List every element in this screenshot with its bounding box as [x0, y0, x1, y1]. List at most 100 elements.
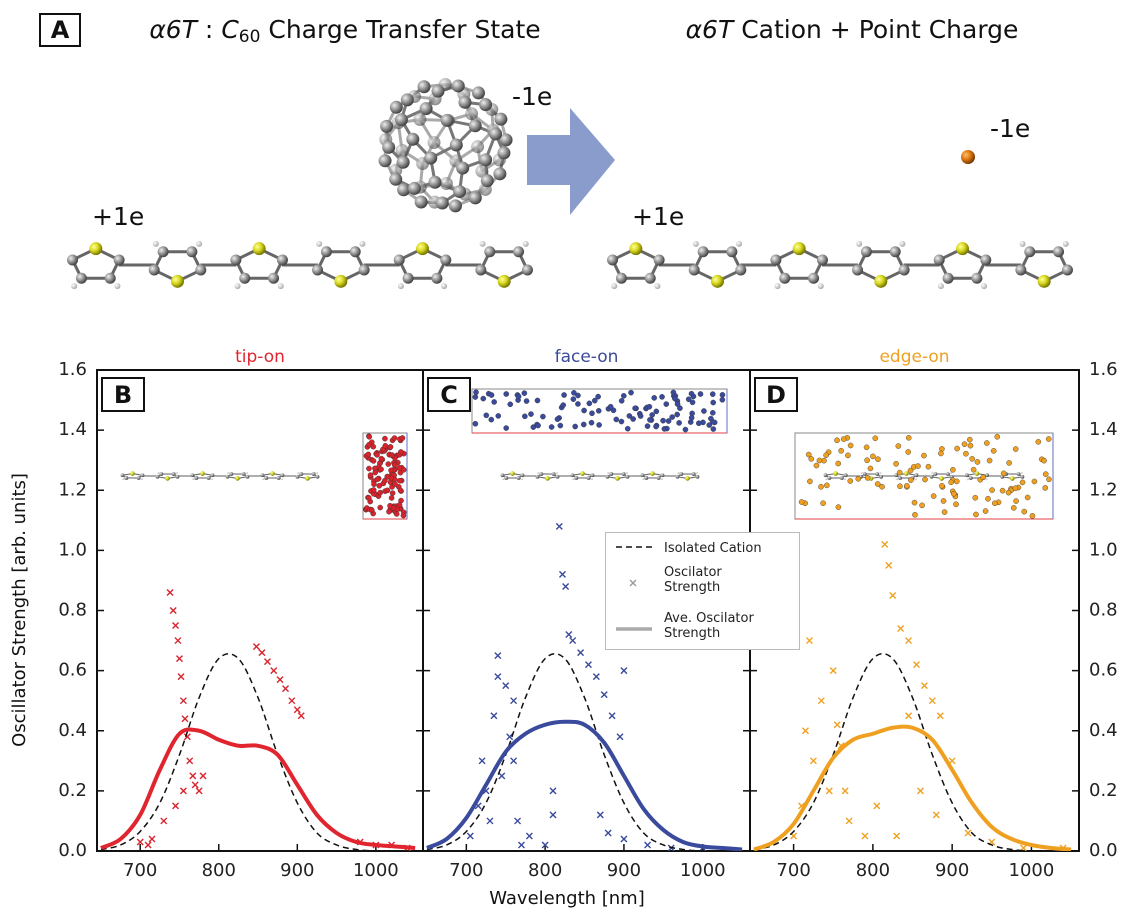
- carbon-atom: [395, 143, 409, 157]
- carbon-atom: [453, 185, 467, 199]
- point-charge: [661, 426, 668, 432]
- point-charge: [560, 402, 567, 408]
- point-charge: [676, 420, 682, 426]
- point-charge: [879, 483, 885, 490]
- y-tick-label: 1.4: [58, 419, 87, 440]
- point-charge: [591, 397, 598, 404]
- carbon-atom: [435, 196, 449, 210]
- scatter-point: [893, 832, 901, 840]
- carbon-atom: [480, 174, 494, 188]
- point-charge: [689, 399, 696, 406]
- transition-arrow: [527, 108, 615, 215]
- hydrogen: [625, 471, 628, 474]
- scatter-point: [920, 682, 928, 690]
- hydrogen: [937, 283, 944, 290]
- hydrogen: [695, 471, 698, 474]
- point-charge: [951, 490, 957, 497]
- hydrogen: [227, 471, 230, 474]
- point-charge: [1042, 471, 1049, 477]
- carbon-atom: [186, 246, 198, 258]
- scatter-point: [297, 712, 305, 720]
- point-charge: [1006, 460, 1012, 466]
- point-charge: [389, 452, 395, 458]
- carbon-atom: [879, 474, 884, 479]
- carbon-atom: [471, 140, 485, 154]
- point-charge: [991, 500, 998, 507]
- y-tick-label: 1.2: [58, 479, 87, 500]
- scatter-point: [175, 655, 183, 663]
- point-charge: [919, 502, 925, 509]
- point-charge: [581, 407, 587, 414]
- point-charge: [805, 451, 812, 458]
- carbon-atom: [839, 476, 844, 480]
- point-charge: [872, 435, 879, 442]
- point-charge: [377, 504, 384, 511]
- point-charge: [503, 391, 510, 397]
- scatter-point: [829, 667, 837, 675]
- point-charge: [366, 495, 372, 501]
- carbon-atom: [484, 246, 496, 258]
- carbon-atom: [823, 473, 828, 478]
- legend-symbol: [629, 579, 637, 587]
- point-charge: [701, 408, 707, 414]
- point-charge: [472, 420, 479, 427]
- scatter-point: [889, 591, 897, 599]
- point-charge: [1021, 508, 1028, 515]
- point-charge: [386, 508, 392, 515]
- panel-a-right-title: α6T Cation + Point Charge: [686, 15, 1019, 44]
- carbon-atom: [898, 476, 903, 480]
- carbon-atom: [225, 474, 230, 479]
- carbon-atom: [451, 79, 465, 93]
- point-charge: [1010, 505, 1017, 511]
- scatter-point: [644, 841, 652, 849]
- sulfur-atom: [497, 274, 511, 288]
- carbon-atom: [456, 161, 470, 175]
- sulfur-atom: [615, 476, 620, 481]
- point-charge: [1012, 485, 1019, 492]
- scatter-point: [490, 712, 498, 720]
- carbon-atom: [276, 254, 288, 266]
- scatter-point: [506, 733, 514, 741]
- point-charge: [940, 498, 947, 504]
- scatter-point: [549, 811, 557, 819]
- point-charge: [647, 417, 653, 423]
- scatter-point: [801, 727, 809, 735]
- point-charge: [398, 449, 404, 455]
- hydrogen: [611, 283, 618, 290]
- carbon-atom: [964, 473, 969, 478]
- sulfur-atom: [974, 471, 980, 476]
- legend-entry: Isolated Cation: [664, 541, 762, 556]
- scatter-point: [833, 721, 841, 729]
- point-charge: [984, 440, 990, 446]
- point-charge: [396, 502, 403, 508]
- point-charge: [845, 452, 851, 459]
- scatter-point: [584, 661, 592, 669]
- point-charge: [895, 443, 902, 449]
- y-tick-label: 1.0: [58, 539, 87, 560]
- panel-label: D: [766, 381, 786, 409]
- panel-label: C: [440, 381, 458, 409]
- carbon-atom: [605, 474, 610, 479]
- scatter-point: [494, 673, 502, 681]
- carbon-atom: [499, 133, 513, 147]
- point-charge: [589, 410, 595, 417]
- x-tick-label: 1000: [680, 860, 726, 881]
- scatter-point: [569, 637, 577, 645]
- scatter-point: [805, 637, 813, 645]
- carbon-atom: [644, 476, 649, 480]
- carbon-atom: [468, 191, 482, 205]
- point-charge: [912, 511, 918, 518]
- y-tick-label: 0.0: [1089, 840, 1118, 861]
- charge-label: +1e: [92, 202, 144, 231]
- carbon-atom: [968, 476, 973, 480]
- carbon-atom: [194, 476, 199, 480]
- scatter-point: [181, 715, 189, 723]
- point-charge: [1024, 494, 1031, 501]
- point-charge: [905, 435, 912, 441]
- carbon-atom: [113, 254, 125, 266]
- carbon-atom: [679, 472, 684, 476]
- title-rest: Charge Transfer State: [268, 15, 540, 44]
- acceptor-subscript: 60: [239, 27, 261, 47]
- reference-line: [426, 652, 743, 851]
- hydrogen: [825, 478, 828, 481]
